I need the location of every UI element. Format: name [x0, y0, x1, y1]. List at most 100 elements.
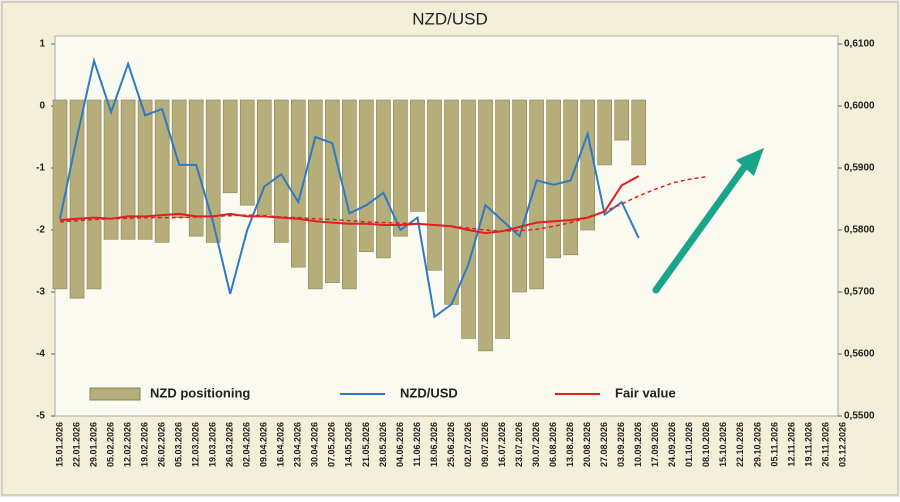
arrow	[652, 158, 752, 294]
bar	[580, 99, 595, 231]
y2-tick-label: 0,5800	[844, 225, 875, 236]
x-tick-label: 22.01.2026	[71, 422, 81, 467]
bar	[154, 99, 170, 243]
x-tick-label: 30.07.2026	[531, 422, 541, 467]
bar	[325, 99, 340, 283]
x-tick-label: 11.06.2026	[412, 422, 422, 467]
x-tick-label: 26.02.2026	[157, 422, 167, 467]
bar	[137, 99, 153, 240]
y-tick-label: -1	[36, 163, 45, 174]
bar	[171, 99, 187, 218]
x-tick-label: 02.07.2026	[463, 422, 473, 467]
x-tick-label: 24.09.2026	[667, 422, 677, 467]
x-tick-label: 12.11.2026	[786, 422, 796, 467]
bar	[103, 99, 119, 240]
x-tick-label: 05.02.2026	[105, 422, 115, 467]
y-tick-label: -3	[36, 287, 45, 298]
line	[59, 175, 640, 235]
x-tick-label: 13.08.2026	[565, 422, 575, 467]
y-tick-label: -4	[36, 349, 45, 360]
x-tick-label: 02.04.2026	[242, 422, 252, 467]
arrow-head	[736, 148, 764, 176]
marks: -5 -4 -3 -2 -1 0 1 0,5500 0,5600 0,5700 0,5800 0,59…	[36, 39, 875, 467]
bar	[256, 99, 272, 215]
x-tick-label: 15.10.2026	[718, 422, 728, 467]
bar	[427, 99, 442, 271]
bar	[393, 99, 408, 237]
x-tick-label: 19.03.2026	[208, 422, 218, 467]
y-tick-label: 1	[39, 39, 45, 50]
bar	[52, 99, 68, 290]
bar	[291, 99, 306, 268]
x-tick-label: 10.09.2026	[633, 422, 643, 467]
bar	[86, 99, 102, 290]
bar	[478, 99, 493, 352]
bar	[205, 99, 221, 243]
x-tick-label: 29.01.2026	[88, 422, 98, 467]
bar	[597, 99, 612, 166]
x-tick-label: 26.11.2026	[820, 422, 830, 467]
x-tick-label: 25.06.2026	[446, 422, 456, 467]
x-tick-label: 14.05.2026	[344, 422, 354, 467]
bar	[273, 99, 289, 243]
x-tick-label: 26.03.2026	[225, 422, 235, 467]
x-tick-label: 12.02.2026	[122, 422, 132, 467]
bar	[461, 99, 476, 339]
x-tick-label: 03.09.2026	[616, 422, 626, 467]
x-tick-label: 15.01.2026	[54, 422, 64, 467]
chart-title: NZD/USD	[412, 9, 488, 28]
x-tick-label: 03.12.2026	[837, 422, 847, 467]
bar	[529, 99, 544, 290]
y2-tick-label: 0,5600	[844, 349, 875, 360]
y2-tick-label: 0,5500	[844, 411, 875, 422]
bar	[342, 99, 357, 290]
legend-label: NZD positioning	[150, 385, 250, 400]
x-tick-label: 19.11.2026	[803, 422, 813, 467]
x-tick-label: 27.08.2026	[599, 422, 609, 467]
bar	[631, 99, 647, 166]
bar	[239, 99, 255, 206]
bar	[546, 99, 561, 259]
bar	[308, 99, 323, 290]
y2-tick-label: 0,5700	[844, 287, 875, 298]
y-tick-label: -2	[36, 225, 45, 236]
bar	[120, 99, 136, 240]
x-tick-label: 23.04.2026	[293, 422, 303, 467]
x-tick-label: 19.02.2026	[139, 422, 149, 467]
y2-tick-label: 0,6100	[844, 39, 875, 50]
bar	[563, 99, 578, 256]
bar	[444, 99, 459, 305]
legend-label: Fair value	[615, 385, 676, 400]
bar	[410, 99, 425, 212]
x-tick-label: 08.10.2026	[701, 422, 711, 467]
x-tick-label: 07.05.2026	[327, 422, 337, 467]
x-tick-label: 05.03.2026	[174, 422, 184, 467]
x-tick-label: 18.06.2026	[429, 422, 439, 467]
x-tick-label: 09.07.2026	[480, 422, 490, 467]
x-tick-label: 21.05.2026	[361, 422, 371, 467]
x-tick-label: 29.10.2026	[752, 422, 762, 467]
x-tick-label: 16.07.2026	[497, 422, 507, 467]
legend-label: NZD/USD	[400, 385, 458, 400]
x-tick-label: 04.06.2026	[395, 422, 405, 467]
bar	[376, 99, 391, 259]
x-tick-label: 09.04.2026	[259, 422, 269, 467]
x-tick-label: 06.08.2026	[548, 422, 558, 467]
x-tick-label: 16.04.2026	[276, 422, 286, 467]
bar	[69, 99, 85, 299]
x-tick-label: 28.05.2026	[378, 422, 388, 467]
x-tick-label: 30.04.2026	[310, 422, 320, 467]
y-tick-label: 0	[39, 101, 45, 112]
bar	[495, 99, 510, 339]
x-tick-label: 17.09.2026	[650, 422, 660, 467]
x-tick-label: 12.03.2026	[191, 422, 201, 467]
x-tick-label: 20.08.2026	[582, 422, 592, 467]
bar	[359, 99, 374, 252]
x-tick-label: 23.07.2026	[514, 422, 524, 467]
trend-line	[59, 175, 707, 232]
legend-swatch	[89, 387, 141, 401]
bar	[614, 99, 630, 141]
bar	[222, 99, 238, 194]
line	[59, 56, 640, 319]
